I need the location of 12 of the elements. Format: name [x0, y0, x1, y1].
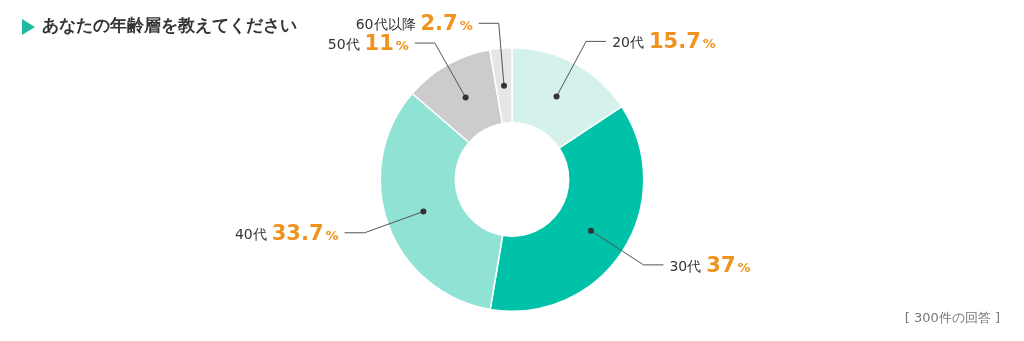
slice-label: 30代 [669, 257, 702, 274]
data-label: 37% [706, 252, 751, 277]
text: [ 300件の回答 ] [904, 309, 1000, 327]
slice-label: 40代 [234, 225, 267, 242]
slice-label: 60代以降 [355, 16, 416, 33]
data-label: 33.7% [271, 220, 339, 245]
slice-label: 50代 [327, 36, 360, 53]
data-label: 15.7% [648, 29, 716, 54]
data-label: 2.7% [420, 11, 473, 36]
chart-title: あなたの年齢層を教えてください [42, 14, 297, 37]
slice-label: 20代 [612, 34, 644, 51]
data-label: 11% [364, 31, 409, 56]
